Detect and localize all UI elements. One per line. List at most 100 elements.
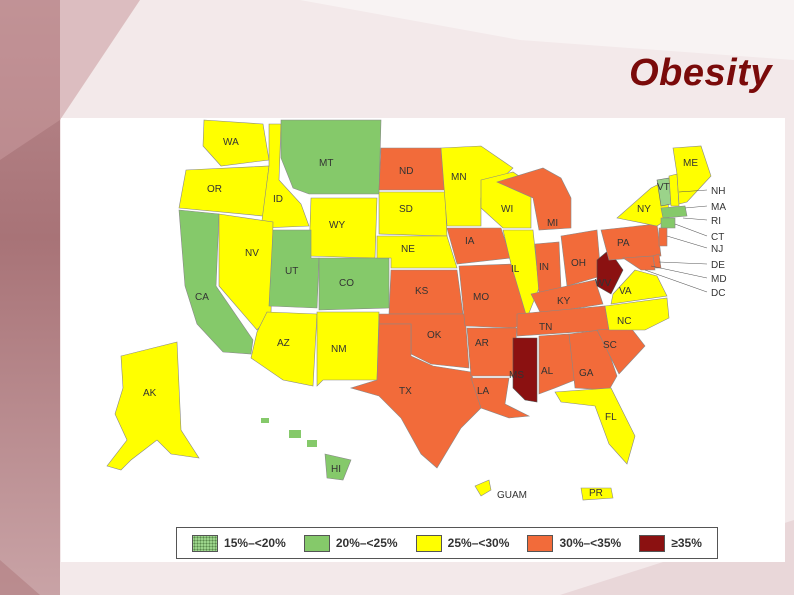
- legend-label: 15%–<20%: [224, 536, 286, 550]
- state-nj: [658, 227, 668, 247]
- label-nv: NV: [245, 248, 259, 259]
- label-mt: MT: [319, 158, 333, 169]
- label-co: CO: [339, 278, 354, 289]
- label-ca: CA: [195, 292, 209, 303]
- label-nd: ND: [399, 166, 413, 177]
- label-wa: WA: [223, 137, 239, 148]
- us-map: WA OR CA ID NV MT WY UT AZ CO NM ND SD N…: [106, 119, 727, 501]
- state-al: [538, 333, 576, 395]
- label-ri: RI: [711, 216, 721, 227]
- label-hi: HI: [331, 464, 341, 475]
- state-il: [502, 229, 540, 319]
- label-ny: NY: [637, 204, 651, 215]
- label-in: IN: [539, 262, 549, 273]
- state-ky: [530, 279, 604, 315]
- label-mo: MO: [473, 292, 489, 303]
- label-fl: FL: [605, 412, 617, 423]
- label-or: OR: [207, 184, 222, 195]
- legend-label: 20%–<25%: [335, 536, 398, 550]
- label-wi: WI: [501, 204, 513, 215]
- territory-pr: [580, 487, 614, 501]
- label-va: VA: [619, 286, 632, 297]
- state-ct: [660, 217, 676, 229]
- label-ut: UT: [285, 266, 298, 277]
- label-oh: OH: [571, 258, 586, 269]
- label-vt: VT: [657, 182, 670, 193]
- legend-label: ≥35%: [671, 536, 702, 550]
- label-pa: PA: [617, 238, 630, 249]
- state-id: [260, 123, 310, 229]
- state-ia: [446, 227, 512, 265]
- label-de: DE: [711, 260, 725, 271]
- map-panel: WA OR CA ID NV MT WY UT AZ CO NM ND SD N…: [61, 118, 785, 562]
- label-md: MD: [711, 274, 727, 285]
- label-nm: NM: [331, 344, 347, 355]
- state-hi: [324, 453, 352, 481]
- state-va: [610, 269, 668, 305]
- label-ms: MS: [509, 370, 524, 381]
- state-ar: [466, 327, 518, 377]
- state-nh: [668, 173, 680, 207]
- state-ms: [512, 337, 538, 403]
- label-ky: KY: [557, 296, 571, 307]
- label-nj: NJ: [711, 244, 723, 255]
- state-la: [470, 377, 531, 419]
- label-il: IL: [511, 264, 520, 275]
- state-nm: [316, 311, 380, 387]
- label-mn: MN: [451, 172, 467, 183]
- legend-swatch: [303, 534, 330, 552]
- legend-item-35-plus: ≥35%: [639, 534, 702, 552]
- label-nh: NH: [711, 186, 725, 197]
- state-ne: [376, 235, 458, 269]
- label-wv: WV: [595, 278, 611, 289]
- state-ak: [106, 341, 200, 471]
- legend-item-15-20: 15%–<20%: [192, 534, 286, 552]
- legend-item-30-35: 30%–<35%: [527, 534, 622, 552]
- label-ok: OK: [427, 330, 442, 341]
- label-mi: MI: [547, 218, 558, 229]
- label-al: AL: [541, 366, 554, 377]
- legend: 15%–<20% 20%–<25% 25%–<30% 30%–<35% ≥35%: [176, 527, 718, 559]
- slide-title: Obesity: [629, 52, 772, 94]
- state-fl: [554, 387, 636, 465]
- state-pa: [600, 223, 662, 261]
- legend-swatch: [639, 534, 666, 552]
- state-or: [178, 165, 270, 217]
- territory-guam: [474, 479, 492, 497]
- label-la: LA: [477, 386, 490, 397]
- label-sd: SD: [399, 204, 413, 215]
- label-wy: WY: [329, 220, 345, 231]
- label-dc: DC: [711, 288, 725, 299]
- label-ak: AK: [143, 388, 157, 399]
- label-guam: GUAM: [497, 490, 527, 501]
- label-ar: AR: [475, 338, 489, 349]
- legend-swatch: [415, 534, 442, 552]
- state-md: [622, 255, 656, 271]
- label-tx: TX: [399, 386, 412, 397]
- state-hi-island-2: [289, 430, 301, 438]
- state-hi-island-3: [307, 440, 317, 447]
- label-sc: SC: [603, 340, 617, 351]
- label-id: ID: [273, 194, 283, 205]
- legend-label: 30%–<35%: [559, 536, 622, 550]
- state-ma: [660, 205, 688, 219]
- state-me: [672, 145, 712, 205]
- state-hi-island-1: [261, 418, 269, 423]
- label-pr: PR: [589, 488, 603, 499]
- state-wa: [202, 119, 270, 167]
- state-mi: [496, 167, 572, 231]
- label-ne: NE: [401, 244, 415, 255]
- legend-item-25-30: 25%–<30%: [415, 534, 509, 552]
- label-ks: KS: [415, 286, 429, 297]
- label-me: ME: [683, 158, 698, 169]
- label-tn: TN: [539, 322, 552, 333]
- legend-swatch: [192, 534, 219, 552]
- state-ca: [178, 209, 254, 355]
- state-co: [318, 257, 390, 311]
- label-nc: NC: [617, 316, 631, 327]
- state-tx: [349, 323, 482, 469]
- label-az: AZ: [277, 338, 290, 349]
- label-ma: MA: [711, 202, 726, 213]
- state-mt: [280, 119, 382, 195]
- label-ia: IA: [465, 236, 475, 247]
